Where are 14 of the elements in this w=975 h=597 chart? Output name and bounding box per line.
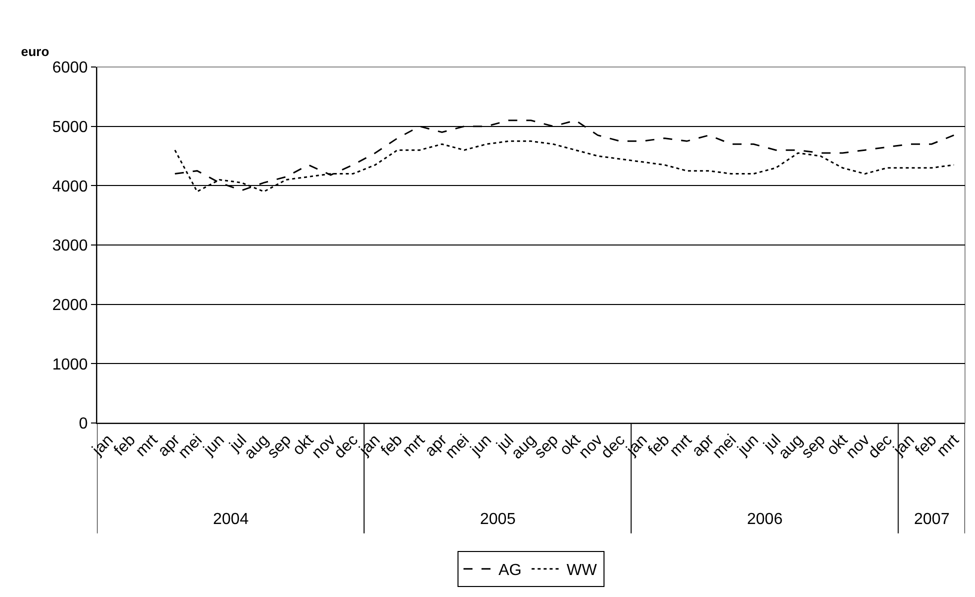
y-tick-label: 4000 — [52, 178, 88, 196]
text: 2004 — [213, 511, 249, 528]
legend-label: WW — [566, 562, 598, 580]
y-tick-label: 1000 — [52, 356, 88, 374]
text: 2006 — [747, 511, 783, 528]
y-tick-label: 3000 — [52, 238, 88, 255]
text: 2005 — [480, 511, 516, 528]
y-tick-label: 5000 — [52, 118, 88, 136]
y-tick-label: 6000 — [52, 60, 88, 77]
y-tick-label: 0 — [78, 416, 88, 433]
y-tick-label: 2000 — [52, 296, 88, 314]
legend-label: AG — [498, 562, 522, 580]
text: 2007 — [914, 511, 950, 528]
y-axis-title: euro — [21, 44, 50, 59]
